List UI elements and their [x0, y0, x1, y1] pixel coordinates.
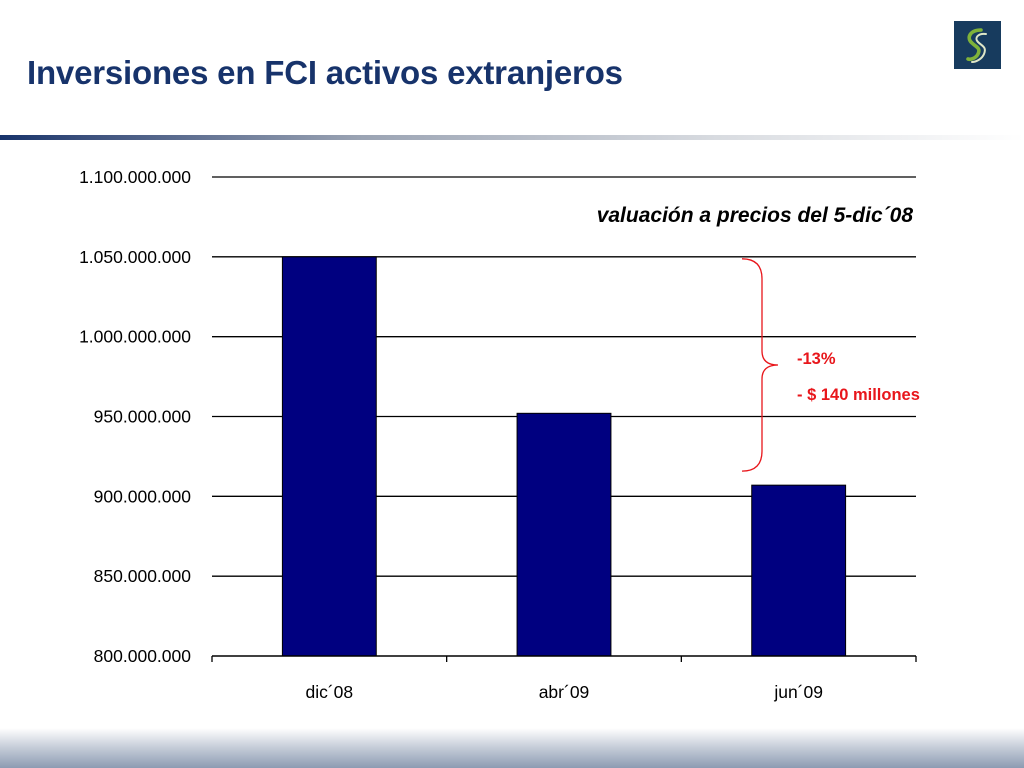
y-axis-tick-labels: 800.000.000 850.000.000 900.000.000 950.000…	[79, 167, 191, 666]
y-tick-label: 1.100.000.000	[79, 167, 191, 187]
y-tick-label: 1.050.000.000	[79, 247, 191, 267]
slide-title: Inversiones en FCI activos extranjeros	[27, 54, 623, 91]
y-tick-label: 900.000.000	[94, 486, 192, 506]
bar-chart: 800.000.000 850.000.000 900.000.000 950.000…	[79, 167, 920, 702]
chart-subtitle: valuación a precios del 5-dic´08	[597, 204, 914, 227]
y-tick-label: 850.000.000	[94, 566, 192, 586]
y-tick-label: 950.000.000	[94, 407, 192, 427]
change-brace	[741, 258, 779, 472]
bar-0	[281, 256, 377, 657]
y-tick-label: 800.000.000	[94, 646, 192, 666]
s-swirl-logo-icon	[954, 21, 1001, 69]
change-amount-label: - $ 140 millones	[797, 386, 920, 404]
x-axis	[211, 655, 917, 662]
change-percent-label: -13%	[797, 350, 836, 368]
y-tick-label: 1.000.000.000	[79, 327, 191, 347]
x-tick-label: jun´09	[773, 682, 823, 702]
x-tick-label: abr´09	[539, 682, 590, 702]
bar-1	[516, 412, 612, 657]
x-tick-label: dic´08	[305, 682, 353, 702]
bar-2	[751, 484, 847, 657]
title-divider	[0, 135, 1024, 140]
footer-band	[0, 728, 1024, 768]
x-axis-tick-labels: dic´08 abr´09 jun´09	[305, 682, 822, 702]
